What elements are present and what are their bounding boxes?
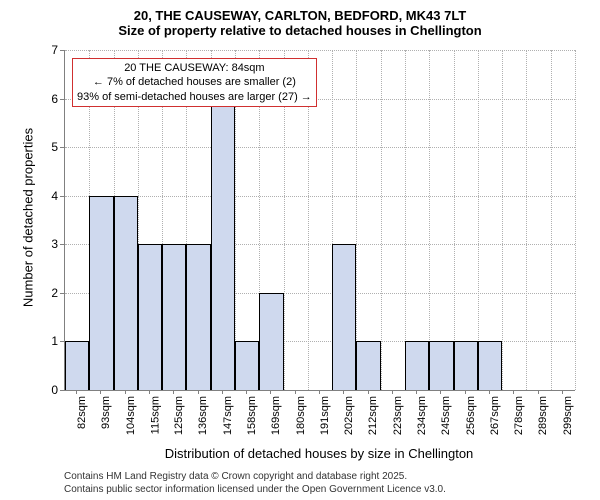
annotation-line3: 93% of semi-detached houses are larger (…: [77, 90, 312, 104]
x-tick-label: 93sqm: [100, 396, 112, 429]
chart-title-1: 20, THE CAUSEWAY, CARLTON, BEDFORD, MK43…: [0, 0, 600, 23]
x-tick-label: 104sqm: [125, 396, 137, 435]
bar: [429, 341, 453, 390]
x-tick-label: 136sqm: [198, 396, 210, 435]
y-axis-title: Number of detached properties: [21, 118, 36, 318]
bar: [259, 293, 283, 390]
chart-title-2: Size of property relative to detached ho…: [0, 23, 600, 38]
x-tick-mark: [538, 390, 539, 394]
grid-line-vertical: [429, 50, 430, 390]
x-axis-title: Distribution of detached houses by size …: [64, 446, 574, 461]
footer-attribution: Contains HM Land Registry data © Crown c…: [64, 470, 446, 496]
grid-line-horizontal: [65, 50, 575, 51]
x-tick-label: 256sqm: [465, 396, 477, 435]
bar: [65, 341, 89, 390]
x-tick-label: 180sqm: [295, 396, 307, 435]
x-tick-label: 147sqm: [222, 396, 234, 435]
x-tick-mark: [222, 390, 223, 394]
x-tick-label: 278sqm: [513, 396, 525, 435]
bar: [454, 341, 478, 390]
x-tick-mark: [270, 390, 271, 394]
x-tick-mark: [465, 390, 466, 394]
annotation-line2: ← 7% of detached houses are smaller (2): [77, 75, 312, 89]
bar: [114, 196, 138, 390]
grid-line-vertical: [381, 50, 382, 390]
bar: [332, 244, 356, 390]
x-tick-mark: [562, 390, 563, 394]
grid-line-vertical: [526, 50, 527, 390]
bar: [478, 341, 502, 390]
y-tick-mark: [60, 390, 64, 391]
y-tick-label: 0: [0, 383, 58, 397]
x-tick-label: 223sqm: [392, 396, 404, 435]
x-tick-label: 245sqm: [440, 396, 452, 435]
grid-line-vertical: [502, 50, 503, 390]
x-tick-label: 115sqm: [149, 396, 161, 434]
grid-line-vertical: [356, 50, 357, 390]
x-tick-mark: [246, 390, 247, 394]
x-tick-label: 158sqm: [246, 396, 258, 435]
bar: [356, 341, 380, 390]
x-tick-mark: [295, 390, 296, 394]
bar: [138, 244, 162, 390]
x-tick-label: 169sqm: [270, 396, 282, 435]
grid-line-vertical: [454, 50, 455, 390]
x-tick-mark: [173, 390, 174, 394]
bar: [162, 244, 186, 390]
x-tick-label: 212sqm: [368, 396, 380, 435]
y-tick-label: 1: [0, 334, 58, 348]
x-tick-mark: [440, 390, 441, 394]
grid-line-horizontal: [65, 196, 575, 197]
x-tick-mark: [416, 390, 417, 394]
grid-line-vertical: [575, 50, 576, 390]
x-tick-mark: [392, 390, 393, 394]
bar: [235, 341, 259, 390]
grid-line-horizontal: [65, 147, 575, 148]
x-tick-mark: [368, 390, 369, 394]
x-tick-mark: [100, 390, 101, 394]
x-tick-label: 289sqm: [538, 396, 550, 435]
x-tick-mark: [76, 390, 77, 394]
y-tick-label: 7: [0, 43, 58, 57]
y-tick-mark: [60, 293, 64, 294]
grid-line-vertical: [551, 50, 552, 390]
x-tick-mark: [319, 390, 320, 394]
grid-line-vertical: [478, 50, 479, 390]
x-tick-label: 82sqm: [76, 396, 88, 429]
grid-line-vertical: [405, 50, 406, 390]
footer-line1: Contains HM Land Registry data © Crown c…: [64, 470, 446, 483]
y-tick-mark: [60, 99, 64, 100]
y-tick-mark: [60, 196, 64, 197]
x-tick-mark: [489, 390, 490, 394]
bar: [405, 341, 429, 390]
y-tick-mark: [60, 244, 64, 245]
y-tick-mark: [60, 147, 64, 148]
x-tick-label: 191sqm: [319, 396, 331, 435]
footer-line2: Contains public sector information licen…: [64, 483, 446, 496]
annotation-line1: 20 THE CAUSEWAY: 84sqm: [77, 61, 312, 75]
chart-container: 20, THE CAUSEWAY, CARLTON, BEDFORD, MK43…: [0, 0, 600, 500]
bar: [211, 99, 235, 390]
x-tick-mark: [125, 390, 126, 394]
x-tick-label: 125sqm: [173, 396, 185, 435]
x-tick-mark: [149, 390, 150, 394]
x-tick-mark: [198, 390, 199, 394]
x-tick-label: 299sqm: [562, 396, 574, 435]
x-tick-label: 234sqm: [416, 396, 428, 435]
bar: [89, 196, 113, 390]
x-tick-label: 202sqm: [343, 396, 355, 435]
annotation-box: 20 THE CAUSEWAY: 84sqm ← 7% of detached …: [72, 58, 317, 107]
bar: [186, 244, 210, 390]
x-tick-label: 267sqm: [489, 396, 501, 435]
x-tick-mark: [343, 390, 344, 394]
x-tick-mark: [513, 390, 514, 394]
y-tick-mark: [60, 50, 64, 51]
y-tick-mark: [60, 341, 64, 342]
y-tick-label: 6: [0, 92, 58, 106]
